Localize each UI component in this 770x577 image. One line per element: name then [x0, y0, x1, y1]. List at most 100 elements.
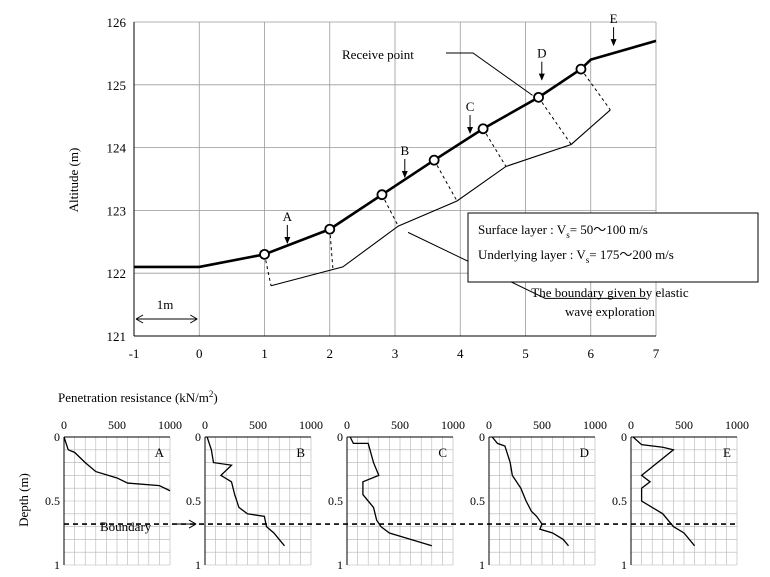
panel-y-tick-label: 1: [54, 558, 60, 572]
station-label: B: [400, 143, 409, 158]
panel-name-label: E: [723, 445, 731, 460]
y-tick-label: 123: [107, 203, 127, 218]
y-tick-label: 126: [107, 15, 127, 30]
boundary-text-line1: The boundary given by elastic: [531, 285, 689, 300]
panel-x-tick-label: 1000: [583, 418, 607, 432]
panel-y-tick-label: 1: [195, 558, 201, 572]
x-tick-label: 1: [261, 346, 268, 361]
surface-layer-value: = 50～100 m/s: [570, 222, 648, 237]
panel-name-label: A: [155, 445, 165, 460]
station-arrowhead: [284, 236, 291, 244]
x-tick-label: 6: [588, 346, 595, 361]
penetration-panel-c: 0 500 1000 0 0.5 1 C: [328, 418, 465, 572]
receive-point-label: Receive point: [342, 47, 414, 62]
panel-y-tick-label: 0: [195, 430, 201, 444]
underlying-layer-value: = 175～200 m/s: [589, 247, 674, 262]
panel-x-tick-label: 500: [108, 418, 126, 432]
receive-point-marker: [324, 223, 336, 235]
panel-name-label: B: [296, 445, 305, 460]
panel-y-tick-label: 0.5: [186, 494, 201, 508]
x-tick-label: 3: [392, 346, 399, 361]
panel-y-tick-label: 0.5: [612, 494, 627, 508]
penetration-profile-line: [63, 436, 171, 492]
scale-arrow-right: [190, 314, 198, 324]
panel-y-tick-label: 0: [337, 430, 343, 444]
altitude-axis-title: Altitude (m): [66, 148, 81, 213]
panel-y-tick-label: 1: [337, 558, 343, 572]
panel-y-tick-label: 1: [621, 558, 627, 572]
scale-arrow-left: [135, 314, 144, 324]
panel-x-tick-label: 1000: [441, 418, 465, 432]
panel-x-tick-label: 500: [391, 418, 409, 432]
x-tick-label: 5: [522, 346, 529, 361]
panel-y-tick-label: 0: [479, 430, 485, 444]
dashed-link: [538, 97, 572, 145]
receive-point-marker: [477, 123, 489, 135]
dashed-link: [482, 128, 507, 167]
underlying-layer-label: Underlying layer : V: [478, 247, 586, 262]
station-label: E: [610, 11, 618, 26]
y-tick-label: 124: [107, 141, 127, 156]
penetration-title-end: ): [213, 390, 217, 405]
boundary-label: Boundary: [100, 519, 152, 534]
station-arrowhead: [401, 171, 408, 178]
penetration-panel-a: 0 500 1000 0 0.5 1 A: [45, 418, 182, 572]
panel-x-tick-label: 1000: [299, 418, 323, 432]
y-tick-label: 122: [107, 266, 127, 281]
panel-y-tick-label: 1: [479, 558, 485, 572]
penetration-panel-b: 0 500 1000 0 0.5 1 B: [186, 418, 323, 572]
dashed-link: [433, 159, 458, 202]
dashed-link: [329, 229, 334, 271]
penetration-title-sup: 2: [209, 389, 214, 399]
panel-x-tick-label: 0: [486, 418, 492, 432]
station-arrowhead: [467, 127, 474, 135]
x-tick-label: 0: [196, 346, 203, 361]
penetration-title-main: Penetration resistance (kN/m: [58, 390, 209, 405]
surface-layer-sub: s: [566, 230, 570, 240]
receive-point-marker: [533, 91, 544, 103]
boundary-text-line2: wave exploration: [565, 304, 655, 319]
penetration-panel-e: 0 500 1000 0 0.5 1 E: [612, 418, 749, 572]
x-tick-label: -1: [129, 346, 140, 361]
receive-point-marker: [376, 189, 388, 201]
panel-name-label: C: [438, 445, 447, 460]
receive-point-marker: [259, 248, 270, 260]
receive-point-leader: [446, 52, 533, 96]
surface-layer-text: Surface layer : Vs= 50～100 m/s: [478, 222, 648, 240]
underlying-layer-text: Underlying layer : Vs= 175～200 m/s: [478, 247, 674, 265]
underlying-layer-sub: s: [586, 255, 590, 265]
panel-x-tick-label: 0: [628, 418, 634, 432]
x-tick-label: 4: [457, 346, 464, 361]
station-label: C: [466, 99, 475, 114]
x-tick-label: 2: [327, 346, 334, 361]
scale-label: 1m: [157, 297, 174, 312]
boundary-leader: [407, 231, 647, 299]
penetration-profile-line: [349, 436, 432, 547]
station-arrowhead: [610, 39, 617, 47]
penetration-profile-line: [632, 436, 696, 547]
y-tick-label: 125: [107, 78, 127, 93]
penetration-title: Penetration resistance (kN/m2): [58, 389, 218, 405]
station-label: D: [537, 46, 546, 61]
panel-x-tick-label: 0: [202, 418, 208, 432]
x-tick-label: 7: [653, 346, 660, 361]
panel-y-tick-label: 0.5: [470, 494, 485, 508]
panel-y-tick-label: 0: [621, 430, 627, 444]
panel-x-tick-label: 0: [344, 418, 350, 432]
station-label: A: [283, 209, 293, 224]
panel-x-tick-label: 500: [675, 418, 693, 432]
penetration-panel-d: 0 500 1000 0 0.5 1 D: [470, 418, 607, 572]
receive-point-marker: [428, 154, 440, 166]
penetration-profile-line: [206, 436, 286, 547]
boundary-pointer-head: [188, 519, 197, 529]
panel-y-tick-label: 0: [54, 430, 60, 444]
receive-point-marker: [575, 63, 587, 75]
panel-x-tick-label: 1000: [725, 418, 749, 432]
station-arrowhead: [538, 73, 545, 81]
panel-x-tick-label: 500: [249, 418, 267, 432]
boundary-line: [270, 109, 611, 287]
surface-layer-label: Surface layer : V: [478, 222, 567, 237]
